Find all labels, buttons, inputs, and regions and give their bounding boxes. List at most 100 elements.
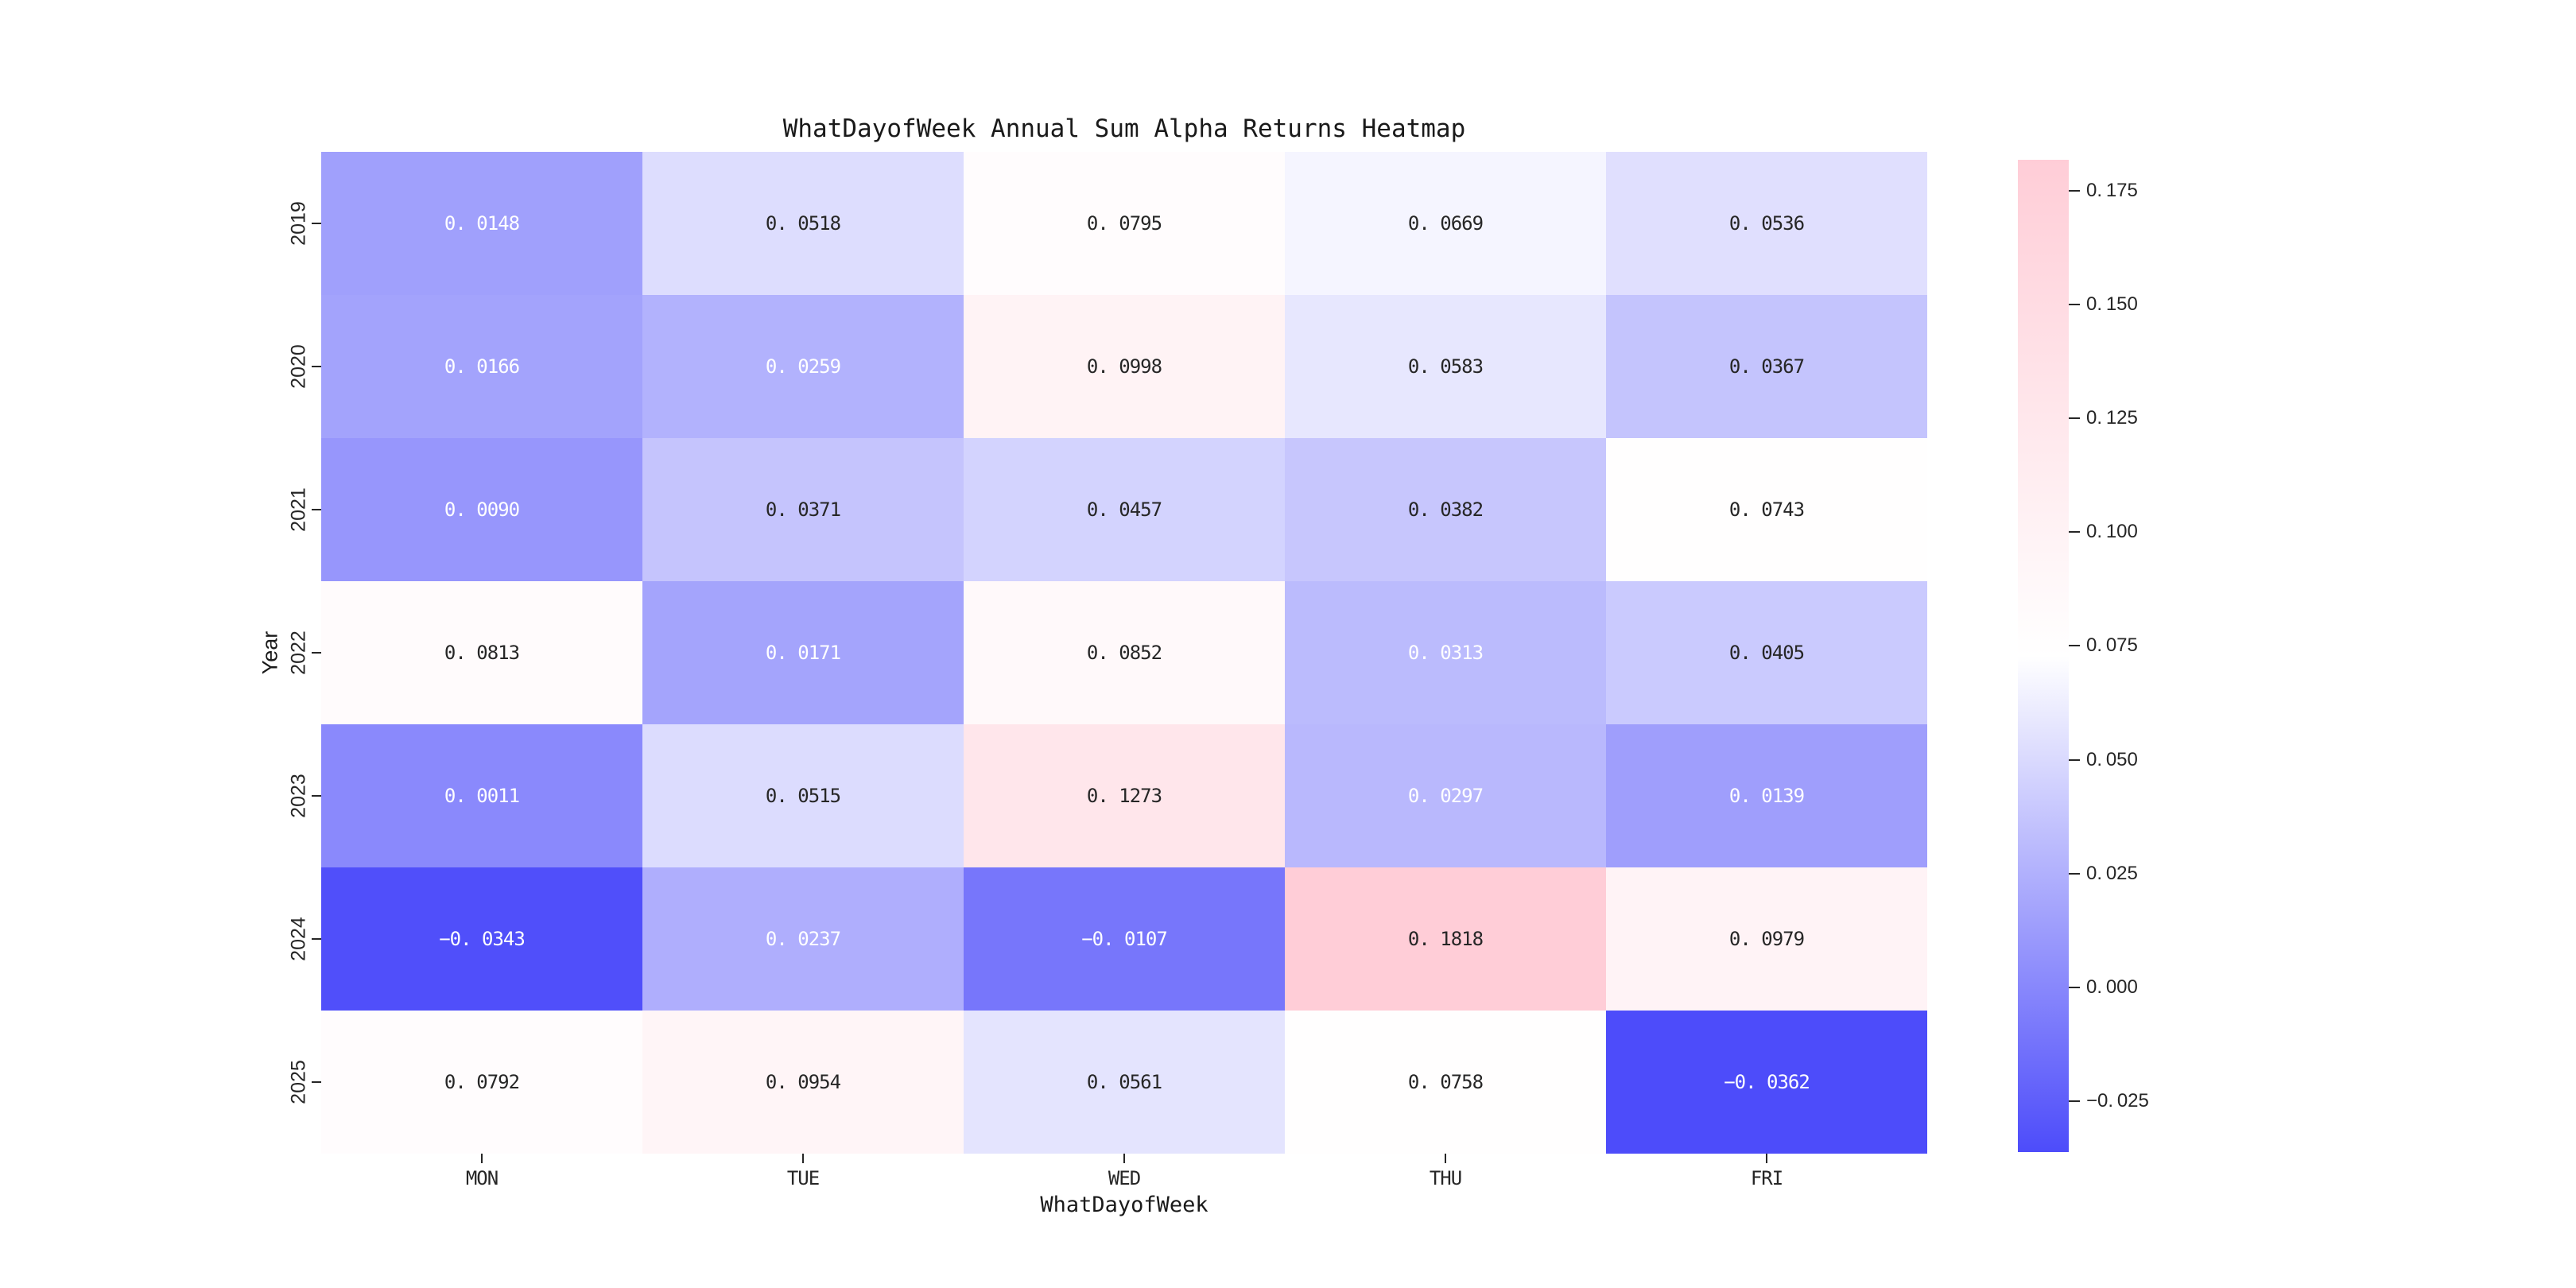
- cell-value: 0. 1818: [1407, 928, 1484, 950]
- x-tick: [1445, 1154, 1446, 1163]
- cell-value: 0. 1273: [1086, 785, 1162, 807]
- x-tick: [481, 1154, 483, 1163]
- heatmap-cell: 0. 0139: [1606, 724, 1927, 867]
- x-tick-label: TUE: [786, 1167, 820, 1189]
- heatmap-cell: 0. 0792: [321, 1011, 642, 1154]
- colorbar-tick-label: 0. 125: [2086, 407, 2138, 429]
- cell-value: 0. 0669: [1407, 212, 1484, 235]
- heatmap-cell: 0. 0743: [1606, 438, 1927, 581]
- heatmap-cell: −0. 0343: [321, 867, 642, 1011]
- y-tick: [312, 652, 321, 654]
- cell-value: −0. 0362: [1724, 1071, 1810, 1093]
- colorbar-tick: [2069, 645, 2080, 647]
- heatmap-cell: 0. 0979: [1606, 867, 1927, 1011]
- y-tick: [312, 795, 321, 797]
- y-tick-label: 2021: [287, 487, 310, 532]
- cell-value: 0. 0139: [1728, 785, 1805, 807]
- heatmap-cell: 0. 0669: [1285, 152, 1606, 295]
- y-tick-label: 2025: [287, 1060, 310, 1104]
- y-tick-label: 2024: [287, 917, 310, 961]
- colorbar-tick-label: −0. 025: [2086, 1089, 2149, 1111]
- cell-value: 0. 0382: [1407, 499, 1484, 521]
- colorbar-gradient: [2018, 160, 2069, 1152]
- cell-value: 0. 0090: [444, 499, 520, 521]
- heatmap-cell: 0. 0954: [642, 1011, 964, 1154]
- cell-value: 0. 0743: [1728, 499, 1805, 521]
- x-tick: [1123, 1154, 1125, 1163]
- cell-value: 0. 0561: [1086, 1071, 1162, 1093]
- cell-value: 0. 0758: [1407, 1071, 1484, 1093]
- cell-value: 0. 0515: [765, 785, 841, 807]
- colorbar-tick-label: 0. 025: [2086, 862, 2138, 884]
- colorbar-tick: [2069, 304, 2080, 306]
- y-tick: [312, 938, 321, 940]
- x-tick: [1766, 1154, 1767, 1163]
- heatmap-cell: 0. 0758: [1285, 1011, 1606, 1154]
- heatmap-cell: 0. 1818: [1285, 867, 1606, 1011]
- cell-value: 0. 0795: [1086, 212, 1162, 235]
- x-tick-label: THU: [1429, 1167, 1462, 1189]
- heatmap-cell: 0. 0367: [1606, 295, 1927, 438]
- chart-title: WhatDayofWeek Annual Sum Alpha Returns H…: [782, 114, 1466, 143]
- cell-value: 0. 0405: [1728, 642, 1805, 664]
- colorbar-tick-label: 0. 075: [2086, 634, 2138, 657]
- cell-value: 0. 0148: [444, 212, 520, 235]
- heatmap-cell: 0. 0536: [1606, 152, 1927, 295]
- cell-value: −0. 0343: [439, 928, 526, 950]
- x-tick: [802, 1154, 804, 1163]
- heatmap-cell: 0. 0297: [1285, 724, 1606, 867]
- colorbar-tick-label: 0. 000: [2086, 976, 2138, 998]
- cell-value: 0. 0518: [765, 212, 841, 235]
- x-axis-label: WhatDayofWeek: [1040, 1193, 1208, 1217]
- heatmap-cell: 0. 0998: [964, 295, 1285, 438]
- x-tick-label: WED: [1108, 1167, 1141, 1189]
- cell-value: 0. 0792: [444, 1071, 520, 1093]
- heatmap-cell: 0. 0457: [964, 438, 1285, 581]
- colorbar-tick: [2069, 758, 2080, 761]
- colorbar-tick: [2069, 986, 2080, 988]
- cell-value: −0. 0107: [1081, 928, 1168, 950]
- heatmap-cell: 0. 0371: [642, 438, 964, 581]
- y-tick: [312, 366, 321, 367]
- x-tick-label: FRI: [1750, 1167, 1783, 1189]
- cell-value: 0. 0536: [1728, 212, 1805, 235]
- cell-value: 0. 0979: [1728, 928, 1805, 950]
- heatmap-cell: 0. 0313: [1285, 581, 1606, 724]
- heatmap-cell: 0. 0011: [321, 724, 642, 867]
- heatmap-cell: 0. 0583: [1285, 295, 1606, 438]
- y-tick: [312, 1081, 321, 1083]
- colorbar-tick: [2069, 531, 2080, 533]
- heatmap-cell: 0. 0237: [642, 867, 964, 1011]
- cell-value: 0. 0367: [1728, 355, 1805, 378]
- cell-value: 0. 0166: [444, 355, 520, 378]
- y-axis-label: Year: [258, 630, 282, 675]
- y-tick: [312, 509, 321, 510]
- cell-value: 0. 0011: [444, 785, 520, 807]
- y-tick-label: 2022: [287, 630, 310, 675]
- heatmap-cell: 0. 0090: [321, 438, 642, 581]
- heatmap-cell: 0. 0259: [642, 295, 964, 438]
- heatmap-cell: 0. 1273: [964, 724, 1285, 867]
- cell-value: 0. 0297: [1407, 785, 1484, 807]
- colorbar-tick: [2069, 1100, 2080, 1102]
- heatmap-cell: 0. 0518: [642, 152, 964, 295]
- heatmap-cell: 0. 0148: [321, 152, 642, 295]
- colorbar-tick-label: 0. 150: [2086, 293, 2138, 316]
- heatmap-cell: 0. 0813: [321, 581, 642, 724]
- cell-value: 0. 0998: [1086, 355, 1162, 378]
- heatmap-cell: 0. 0852: [964, 581, 1285, 724]
- y-tick: [312, 223, 321, 224]
- cell-value: 0. 0583: [1407, 355, 1484, 378]
- heatmap-cell: 0. 0795: [964, 152, 1285, 295]
- heatmap-grid: 0. 0148 0. 0518 0. 0795 0. 0669 0. 0536 0. 01…: [321, 152, 1927, 1154]
- cell-value: 0. 0237: [765, 928, 841, 950]
- heatmap-cell: 0. 0382: [1285, 438, 1606, 581]
- cell-value: 0. 0954: [765, 1071, 841, 1093]
- y-tick-label: 2020: [287, 344, 310, 389]
- x-tick-label: MON: [465, 1167, 499, 1189]
- colorbar-tick-label: 0. 175: [2086, 179, 2138, 201]
- heatmap-cell: 0. 0171: [642, 581, 964, 724]
- y-tick-label: 2019: [287, 201, 310, 246]
- colorbar-tick: [2069, 872, 2080, 875]
